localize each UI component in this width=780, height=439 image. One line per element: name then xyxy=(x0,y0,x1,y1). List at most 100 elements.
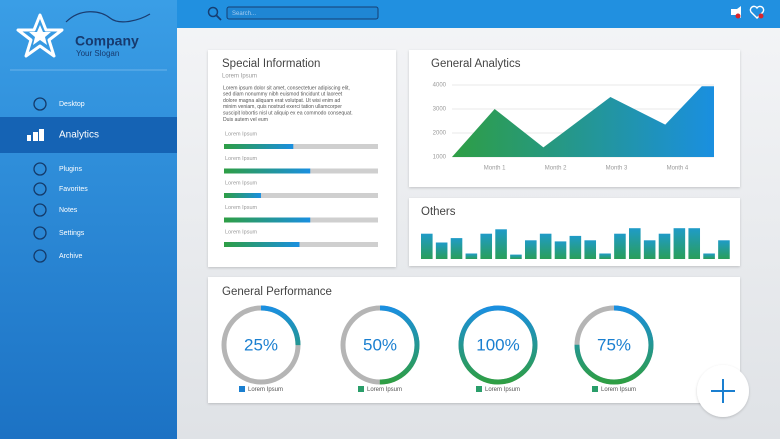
paragraph-line: dolore magna aliquam erat volutpat. Ut w… xyxy=(223,98,340,104)
donut-arc xyxy=(458,305,538,385)
bar xyxy=(584,240,597,259)
bar xyxy=(495,229,507,259)
legend-swatch xyxy=(358,386,364,392)
card-title: Special Information xyxy=(222,58,320,70)
progress-label: Lorem Ipsum xyxy=(225,180,258,186)
search-icon-handle xyxy=(215,14,222,21)
card-title: General Performance xyxy=(222,286,332,298)
legend-label: Lorem Ipsum xyxy=(601,387,636,393)
search-icon[interactable] xyxy=(207,6,219,18)
donut-arc xyxy=(221,305,301,385)
bar xyxy=(599,253,611,259)
x-tick-label: Month 2 xyxy=(545,166,567,172)
paragraph-line: suscipit lobortis nisl ut aliquip ex ea … xyxy=(223,111,353,117)
legend-swatch xyxy=(592,386,598,392)
search-box[interactable] xyxy=(226,6,379,20)
card xyxy=(208,50,396,267)
menu-item[interactable]: Favorites xyxy=(59,186,88,193)
paragraph-line: minim veniam, quis nostrud exerci tation… xyxy=(223,104,342,110)
progress-label: Lorem Ipsum xyxy=(225,156,258,162)
bar xyxy=(539,233,552,259)
progress-track xyxy=(224,193,378,198)
menu-icon xyxy=(33,162,47,176)
card-subtitle: Lorem Ipsum xyxy=(222,74,257,80)
favorites-badge xyxy=(758,13,764,19)
progress-track xyxy=(224,242,378,247)
favorites-icon[interactable] xyxy=(749,5,765,19)
paragraph-line: Lorem ipsum dolor sit amet, consectetuer… xyxy=(223,85,350,91)
y-tick-label: 1000 xyxy=(433,155,447,161)
bar xyxy=(614,233,626,259)
legend-label: Lorem Ipsum xyxy=(367,387,402,393)
x-tick-label: Month 1 xyxy=(484,166,506,172)
notification-badge xyxy=(735,13,741,19)
legend-swatch xyxy=(476,386,482,392)
area xyxy=(452,86,714,157)
bar xyxy=(673,228,686,259)
menu-icon xyxy=(33,97,47,111)
menu-item[interactable]: Settings xyxy=(59,230,85,237)
logo-swoosh xyxy=(65,11,151,23)
bar xyxy=(421,233,433,259)
progress-bar xyxy=(224,242,300,247)
legend-label: Lorem Ipsum xyxy=(485,387,520,393)
bar xyxy=(480,233,493,259)
bar xyxy=(688,228,701,259)
donut-arc xyxy=(340,305,420,385)
card-title: General Analytics xyxy=(431,58,521,70)
y-tick-label: 3000 xyxy=(433,107,447,113)
donut-label: 50% xyxy=(363,335,397,354)
bar xyxy=(450,238,463,259)
progress-label: Lorem Ipsum xyxy=(225,205,258,211)
bar xyxy=(629,228,641,259)
donut-label: 75% xyxy=(597,335,631,354)
progress-bar xyxy=(224,144,294,149)
paragraph-line: sed diam nonummy nibh euismod tincidunt … xyxy=(223,92,343,98)
progress-bar xyxy=(224,217,311,223)
menu-icon xyxy=(39,129,44,141)
donut-label: 25% xyxy=(244,335,278,354)
company-name: Company xyxy=(75,33,139,49)
menu-icon xyxy=(33,203,47,217)
bar xyxy=(703,253,715,259)
progress-label: Lorem Ipsum xyxy=(225,229,258,235)
bar xyxy=(658,233,671,259)
progress-track xyxy=(224,144,378,149)
card-title: Others xyxy=(421,206,456,218)
menu-item[interactable]: Desktop xyxy=(59,101,85,108)
menu-icon xyxy=(33,249,47,263)
menu-icon xyxy=(33,132,38,141)
menu-icon xyxy=(27,135,31,141)
menu-icon xyxy=(33,182,47,196)
y-tick-label: 2000 xyxy=(433,131,447,137)
menu-item[interactable]: Analytics xyxy=(59,130,99,141)
menu-item[interactable]: Archive xyxy=(59,253,82,260)
y-tick-label: 4000 xyxy=(433,83,447,89)
bar xyxy=(569,235,582,259)
legend-label: Lorem Ipsum xyxy=(248,387,283,393)
progress-bar xyxy=(224,193,261,198)
bar xyxy=(510,254,522,259)
logo-star-inner xyxy=(29,25,51,45)
sidebar xyxy=(0,0,177,439)
x-tick-label: Month 4 xyxy=(667,166,689,172)
bar xyxy=(465,253,478,259)
bar xyxy=(525,240,537,259)
company-slogan: Your Slogan xyxy=(76,49,119,58)
menu-item[interactable]: Notes xyxy=(59,207,78,214)
progress-bar xyxy=(224,168,311,174)
logo-star xyxy=(16,13,64,58)
menu-item[interactable]: Plugins xyxy=(59,166,82,173)
x-tick-label: Month 3 xyxy=(606,166,628,172)
legend-swatch xyxy=(239,386,245,392)
bar xyxy=(718,240,730,259)
paragraph-line: Duis autem vel eum xyxy=(223,117,268,123)
menu-icon xyxy=(33,226,47,240)
donut-label: 100% xyxy=(476,335,519,354)
bar xyxy=(554,241,567,259)
bar xyxy=(643,240,656,259)
search-placeholder: Search... xyxy=(232,11,256,17)
donut-arc xyxy=(574,305,654,385)
bar xyxy=(435,242,448,259)
